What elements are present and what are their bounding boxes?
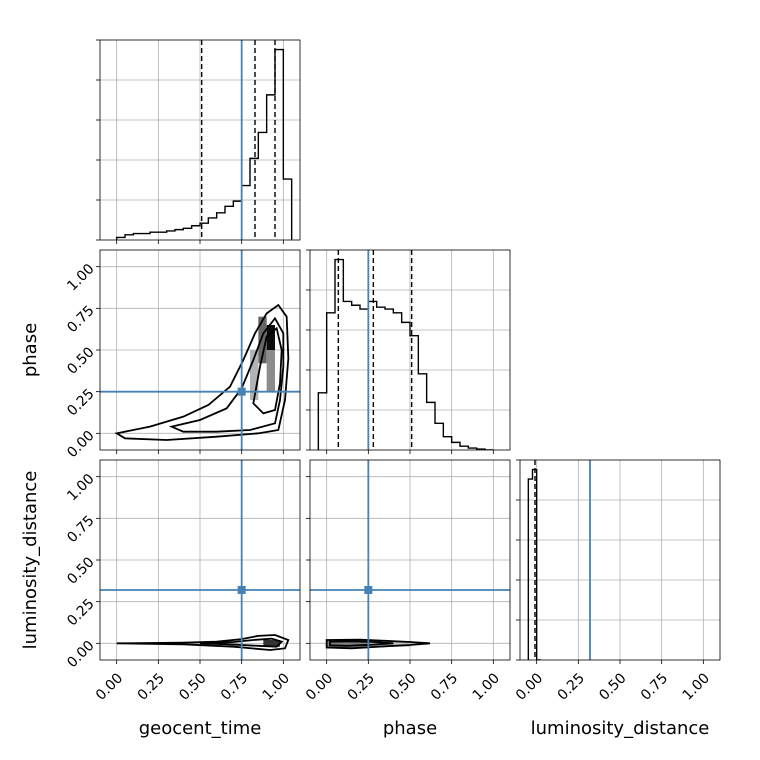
tick-label-y: 1.00 [64,471,97,504]
hist-panel-luminosity_distance: 0.00 0.25 0.50 0.75 1.00 luminosity_distance [513,459,721,739]
density-cell [258,316,267,364]
tick-label-x: 0.00 [513,670,546,703]
tick-label-x: 1.00 [260,670,293,703]
tick-label-x: 0.25 [345,670,378,703]
tick-label-x: 0.75 [428,670,461,703]
density-contour [252,326,283,415]
density-contour [168,316,285,433]
truth-marker [237,387,246,396]
axis-label-x: phase [383,718,437,739]
tick-label-x: 0.00 [303,670,336,703]
density-contour [329,640,394,647]
plot-area [520,460,720,660]
tick-label-y: 0.50 [64,554,97,587]
tick-label-y: 0.00 [64,428,97,461]
axis-label-y: phase [20,323,41,377]
hist-panel-phase [306,249,511,454]
tick-label-x: 0.75 [638,670,671,703]
histogram-step [317,258,494,450]
tick-label-x: 0.50 [386,670,419,703]
tick-label-y: 0.75 [64,303,97,336]
density-cell [266,325,275,350]
tick-label-x: 1.00 [470,670,503,703]
tick-label-x: 0.50 [596,670,629,703]
tick-label-y: 1.00 [64,261,97,294]
histogram-step [527,468,541,660]
axis-label-x: geocent_time [139,718,262,739]
histogram-step [115,48,293,240]
plot-area [100,460,300,660]
density-panel-phase-luminosity_distance: 0.00 0.25 0.50 0.75 1.00 phase [303,459,511,739]
plot-area [310,250,510,450]
tick-label-y: 0.50 [64,344,97,377]
tick-label-x: 0.75 [218,670,251,703]
tick-label-y: 0.25 [64,386,97,419]
hist-panel-geocent_time [96,39,301,244]
density-cell [263,640,280,647]
truth-marker [237,586,246,594]
tick-label-y: 0.25 [64,596,97,629]
density-contour [325,638,431,650]
plot-area [310,460,510,660]
density-cell [326,640,369,649]
density-panel-geocent_time-phase: 0.00 0.25 0.50 0.75 1.00 phase [20,249,301,461]
plot-area [100,250,300,450]
plot-area [100,40,300,240]
density-cell [266,350,275,392]
tick-label-y: 0.75 [64,513,97,546]
axis-label-y: luminosity_distance [20,471,41,650]
truth-marker [364,586,373,594]
tick-label-x: 0.00 [93,670,126,703]
tick-label-x: 0.50 [176,670,209,703]
tick-label-x: 1.00 [680,670,713,703]
tick-label-y: 0.00 [64,638,97,671]
density-contour [199,637,284,648]
density-cell [250,350,259,400]
density-contour [116,634,290,651]
density-contour [114,303,290,441]
axis-label-x: luminosity_distance [531,718,710,739]
tick-label-x: 0.25 [135,670,168,703]
tick-label-x: 0.25 [555,670,588,703]
density-panel-geocent_time-luminosity_distance: 0.00 0.25 0.50 0.75 1.00geocent_time0.000.25… [20,459,301,739]
